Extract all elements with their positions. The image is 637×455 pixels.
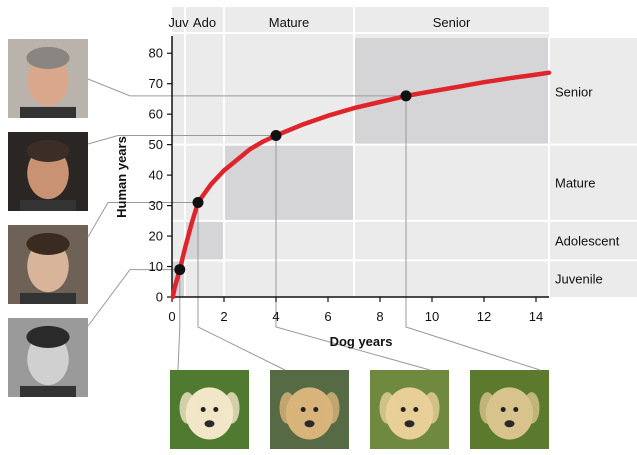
connector-to-human-photo [87,78,406,97]
hair-shape [26,46,70,70]
dog-eye-shape [500,407,506,412]
y-tick-label: 10 [149,259,163,274]
human-photo-juvenile [8,318,88,397]
connector-to-dog-photo [405,95,541,371]
x-axis-ticks: 0 2 4 6 8 10 12 14 [168,297,543,324]
dog-stage-label: Juv [168,15,189,30]
shoulders-shape [20,292,76,304]
human-photo-senior [8,39,88,118]
x-tick-label: 2 [220,309,227,324]
dog-eye-shape [213,407,219,412]
hair-shape [26,232,70,256]
x-tick-label: 8 [376,309,383,324]
human-stage-label: Mature [555,176,595,191]
dog-head-shape [485,387,534,440]
dog-ear-shape [379,392,396,424]
dog-photos [170,370,549,449]
dog-eye-shape [313,407,319,412]
dog-stage-label: Mature [269,15,309,30]
data-point [174,264,186,276]
y-tick-label: 20 [149,229,163,244]
dog-photo-puppy [170,370,249,449]
dog-stage-labels: Juv Ado Mature Senior [168,15,471,30]
dog-eye-shape [200,407,206,412]
shoulders-shape [20,106,76,118]
connector-to-dog-photo [177,269,181,371]
connector-to-human-photo [87,135,276,145]
connector-to-human-photo [87,202,198,238]
y-tick-label: 80 [149,46,163,61]
x-tick-label: 14 [529,309,543,324]
photo-connector-lines [87,78,541,371]
y-axis-ticks: 0 10 20 30 40 50 60 70 80 [149,46,172,305]
dog-eye-shape [400,407,406,412]
dog-ear-shape [223,392,240,424]
stage-divider-lines [172,7,637,297]
highlighted-points [174,90,412,276]
x-tick-label: 10 [425,309,439,324]
shaded-region-3 [224,144,354,221]
dog-ear-shape [479,392,496,424]
shoulders-shape [20,199,76,211]
dog-ear-shape [523,392,540,424]
connector-to-dog-photo [275,135,431,371]
x-tick-label: 4 [272,309,279,324]
y-tick-label: 40 [149,168,163,183]
axes [171,36,549,298]
x-tick-label: 0 [168,309,175,324]
x-tick-label: 12 [477,309,491,324]
dog-eye-shape [513,407,519,412]
dog-nose-shape [504,420,515,428]
dog-head-shape [285,387,334,440]
x-axis-label: Dog years [330,334,393,349]
dog-ear-shape [323,392,340,424]
x-tick-label: 6 [324,309,331,324]
dog-eye-shape [300,407,306,412]
human-stage-band-juvenile [172,260,637,297]
human-stage-label: Juvenile [555,272,603,287]
shoulders-shape [20,385,76,397]
human-stage-label: Adolescent [555,234,620,249]
human-stage-labels: Juvenile Adolescent Mature Senior [555,84,620,286]
human-photo-mature [8,132,88,211]
dog-photo-senior [470,370,549,449]
human-years-curve [170,70,552,300]
y-tick-label: 70 [149,76,163,91]
dog-head-shape [385,387,434,440]
y-tick-label: 60 [149,107,163,122]
dog-head-shape [185,387,234,440]
dog-nose-shape [404,420,415,428]
dog-photo-young [270,370,349,449]
dog-nose-shape [204,420,215,428]
y-axis-label: Human years [114,136,129,218]
dog-ear-shape [279,392,296,424]
dog-ear-shape [179,392,196,424]
y-tick-label: 30 [149,198,163,213]
dog-stage-label: Ado [193,15,216,30]
hair-shape [26,325,70,349]
data-point [192,197,204,209]
connector-to-human-photo [87,269,180,327]
y-tick-label: 50 [149,137,163,152]
dog-nose-shape [304,420,315,428]
dog-ear-shape [423,392,440,424]
shaded-region-4 [354,38,549,145]
hair-shape [26,139,70,163]
human-stage-band-adolescent [172,220,637,261]
data-point [270,130,282,142]
human-stage-label: Senior [555,84,593,99]
y-tick-label: 0 [156,290,163,305]
human-photo-adolescent [8,225,88,304]
human-photos [8,39,88,397]
dog-eye-shape [413,407,419,412]
connector-to-dog-photo [197,202,286,371]
dog-photo-adult [370,370,449,449]
dog-stage-label: Senior [433,15,471,30]
data-point [400,90,412,102]
